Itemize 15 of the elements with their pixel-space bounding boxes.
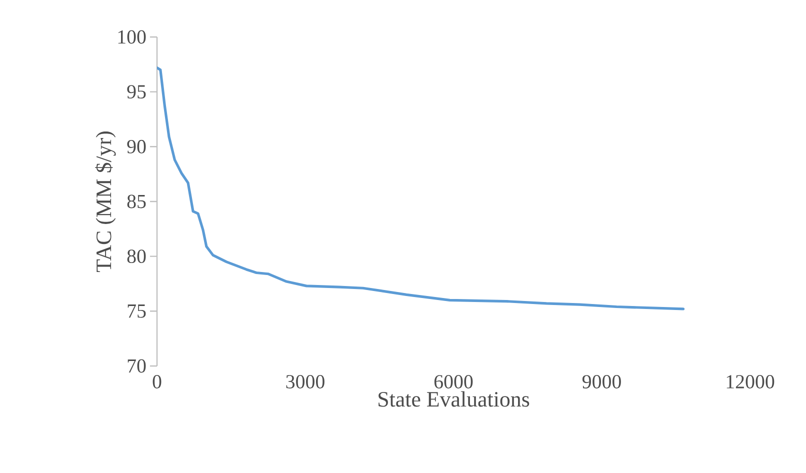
y-axis-title: TAC (MM $/yr) [95, 132, 116, 272]
x-tick-label: 3000 [286, 375, 324, 388]
y-tick-label: 90 [127, 140, 146, 154]
x-tick-label: 12000 [726, 375, 774, 388]
x-axis-title: State Evaluations [378, 391, 530, 407]
y-tick-label: 85 [127, 194, 146, 208]
y-tick-label: 100 [118, 30, 146, 44]
y-tick-label: 75 [128, 304, 146, 318]
x-tick-label: 0 [152, 375, 162, 388]
x-tick-label: 9000 [582, 375, 621, 388]
y-tick-label: 80 [127, 250, 146, 264]
x-tick-label: 6000 [434, 375, 473, 388]
y-tick-label: 70 [128, 359, 146, 373]
y-tick-label: 95 [127, 85, 146, 99]
line-series [157, 66, 685, 310]
